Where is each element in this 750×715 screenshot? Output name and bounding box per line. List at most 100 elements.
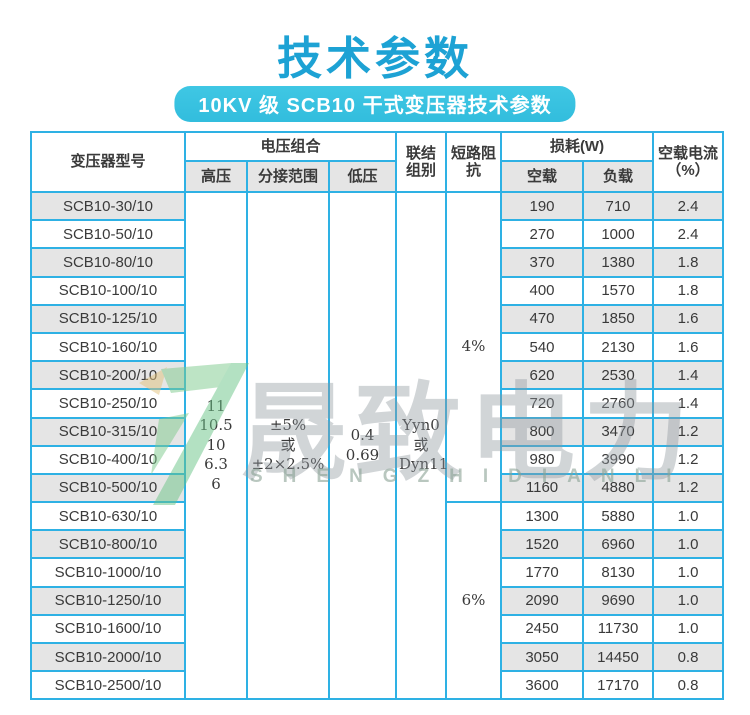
- load-loss-cell: 1380: [582, 247, 655, 278]
- table-row: SCB10-30/10 11 10.5 10 6.3 6 ±5% 或 ±2×2.5%…: [30, 190, 725, 701]
- no-load-loss-cell: 800: [500, 416, 585, 447]
- no-load-current-cell: 1.0: [652, 585, 725, 616]
- table-row: SCB10-1250/10 2090 9690 1.0: [30, 585, 725, 616]
- load-loss-cell: 11730: [582, 613, 655, 645]
- page-title: 技术参数: [276, 33, 473, 84]
- no-load-current-cell: 0.8: [652, 641, 725, 673]
- table-row: SCB10-630/10 6% 1300 5880 1.0: [30, 501, 725, 701]
- load-loss-cell: 8130: [582, 557, 655, 588]
- model-cell: SCB10-1600/10: [30, 613, 186, 645]
- subtitle-banner: 10KV 级 SCB10 干式变压器技术参数: [174, 86, 576, 122]
- no-load-loss-cell: 1520: [500, 529, 585, 560]
- header-load-loss: 负载: [582, 160, 655, 193]
- load-loss-cell: 1850: [582, 303, 655, 334]
- model-cell: SCB10-100/10: [30, 275, 186, 306]
- table-row: SCB10-1000/10 1770 8130 1.0: [30, 557, 725, 588]
- no-load-current-cell: 1.8: [652, 247, 725, 278]
- no-load-current-cell: 1.0: [652, 557, 725, 588]
- table-row: SCB10-50/10 270 1000 2.4: [30, 219, 725, 250]
- header-no-load-current: 空载电流（%）: [652, 131, 725, 193]
- no-load-current-cell: 1.6: [652, 331, 725, 363]
- table-row: SCB10-315/10 800 3470 1.2: [30, 416, 725, 447]
- header-loss: 损耗(W): [500, 131, 655, 162]
- table-row: SCB10-125/10 470 1850 1.6: [30, 303, 725, 334]
- no-load-loss-cell: 2090: [500, 585, 585, 616]
- load-loss-cell: 2530: [582, 360, 655, 391]
- header-lv: 低压: [327, 160, 398, 193]
- header-impedance: 短路阻抗: [445, 131, 503, 193]
- header-connection: 联结组别: [395, 131, 448, 193]
- no-load-loss-cell: 1770: [500, 557, 585, 588]
- no-load-current-cell: 1.2: [652, 444, 725, 475]
- model-cell: SCB10-200/10: [30, 360, 186, 391]
- model-cell: SCB10-2500/10: [30, 670, 186, 701]
- no-load-current-cell: 1.0: [652, 613, 725, 645]
- no-load-loss-cell: 540: [500, 331, 585, 363]
- lv-values-cell: 0.4 0.69: [327, 190, 398, 701]
- load-loss-cell: 3470: [582, 416, 655, 447]
- table-row: SCB10-2000/10 3050 14450 0.8: [30, 641, 725, 673]
- tap-range-values-cell: ±5% 或 ±2×2.5%: [246, 190, 330, 701]
- table-row: SCB10-2500/10 3600 17170 0.8: [30, 670, 725, 701]
- header-hv: 高压: [184, 160, 248, 193]
- no-load-current-cell: 1.6: [652, 303, 725, 334]
- table-body: SCB10-30/10 11 10.5 10 6.3 6 ±5% 或 ±2×2.5%…: [30, 190, 725, 701]
- model-cell: SCB10-125/10: [30, 303, 186, 334]
- no-load-loss-cell: 720: [500, 388, 585, 419]
- impedance-value-cell: 4%: [445, 190, 503, 504]
- no-load-current-cell: 1.2: [652, 472, 725, 504]
- load-loss-cell: 4880: [582, 472, 655, 504]
- no-load-current-cell: 1.0: [652, 529, 725, 560]
- model-cell: SCB10-1250/10: [30, 585, 186, 616]
- header-tap-range: 分接范围: [246, 160, 330, 193]
- no-load-current-cell: 1.2: [652, 416, 725, 447]
- no-load-loss-cell: 370: [500, 247, 585, 278]
- model-cell: SCB10-400/10: [30, 444, 186, 475]
- no-load-loss-cell: 2450: [500, 613, 585, 645]
- model-cell: SCB10-80/10: [30, 247, 186, 278]
- table-header: 变压器型号 电压组合 联结组别 短路阻抗 损耗(W) 空载电流（%） 高压 分接…: [30, 131, 725, 193]
- load-loss-cell: 2760: [582, 388, 655, 419]
- model-cell: SCB10-800/10: [30, 529, 186, 560]
- connection-values-cell: Yyn0 或 Dyn11: [395, 190, 448, 701]
- table-row: SCB10-250/10 720 2760 1.4: [30, 388, 725, 419]
- no-load-loss-cell: 1300: [500, 501, 585, 532]
- no-load-current-cell: 2.4: [652, 219, 725, 250]
- no-load-current-cell: 2.4: [652, 190, 725, 222]
- model-cell: SCB10-250/10: [30, 388, 186, 419]
- model-cell: SCB10-1000/10: [30, 557, 186, 588]
- load-loss-cell: 2130: [582, 331, 655, 363]
- impedance-value-cell: 6%: [445, 501, 503, 701]
- model-cell: SCB10-630/10: [30, 501, 186, 532]
- model-cell: SCB10-2000/10: [30, 641, 186, 673]
- model-cell: SCB10-50/10: [30, 219, 186, 250]
- load-loss-cell: 9690: [582, 585, 655, 616]
- no-load-current-cell: 1.0: [652, 501, 725, 532]
- no-load-loss-cell: 470: [500, 303, 585, 334]
- header-model: 变压器型号: [30, 131, 186, 193]
- no-load-loss-cell: 3050: [500, 641, 585, 673]
- table-row: SCB10-160/10 540 2130 1.6: [30, 331, 725, 363]
- no-load-loss-cell: 270: [500, 219, 585, 250]
- no-load-loss-cell: 1160: [500, 472, 585, 504]
- spec-table: 变压器型号 电压组合 联结组别 短路阻抗 损耗(W) 空载电流（%） 高压 分接…: [30, 131, 725, 701]
- no-load-loss-cell: 980: [500, 444, 585, 475]
- table-row: SCB10-100/10 400 1570 1.8: [30, 275, 725, 306]
- no-load-loss-cell: 620: [500, 360, 585, 391]
- load-loss-cell: 14450: [582, 641, 655, 673]
- load-loss-cell: 17170: [582, 670, 655, 701]
- no-load-loss-cell: 3600: [500, 670, 585, 701]
- load-loss-cell: 1570: [582, 275, 655, 306]
- hv-values-cell: 11 10.5 10 6.3 6: [184, 190, 248, 701]
- model-cell: SCB10-315/10: [30, 416, 186, 447]
- no-load-current-cell: 1.4: [652, 388, 725, 419]
- model-cell: SCB10-500/10: [30, 472, 186, 504]
- header-voltage-group: 电压组合: [183, 131, 398, 162]
- model-cell: SCB10-160/10: [30, 331, 186, 363]
- load-loss-cell: 3990: [582, 444, 655, 475]
- table-row: SCB10-80/10 370 1380 1.8: [30, 247, 725, 278]
- no-load-current-cell: 0.8: [652, 670, 725, 701]
- table-row: SCB10-800/10 1520 6960 1.0: [30, 529, 725, 560]
- model-cell: SCB10-30/10: [30, 190, 186, 222]
- no-load-loss-cell: 400: [500, 275, 585, 306]
